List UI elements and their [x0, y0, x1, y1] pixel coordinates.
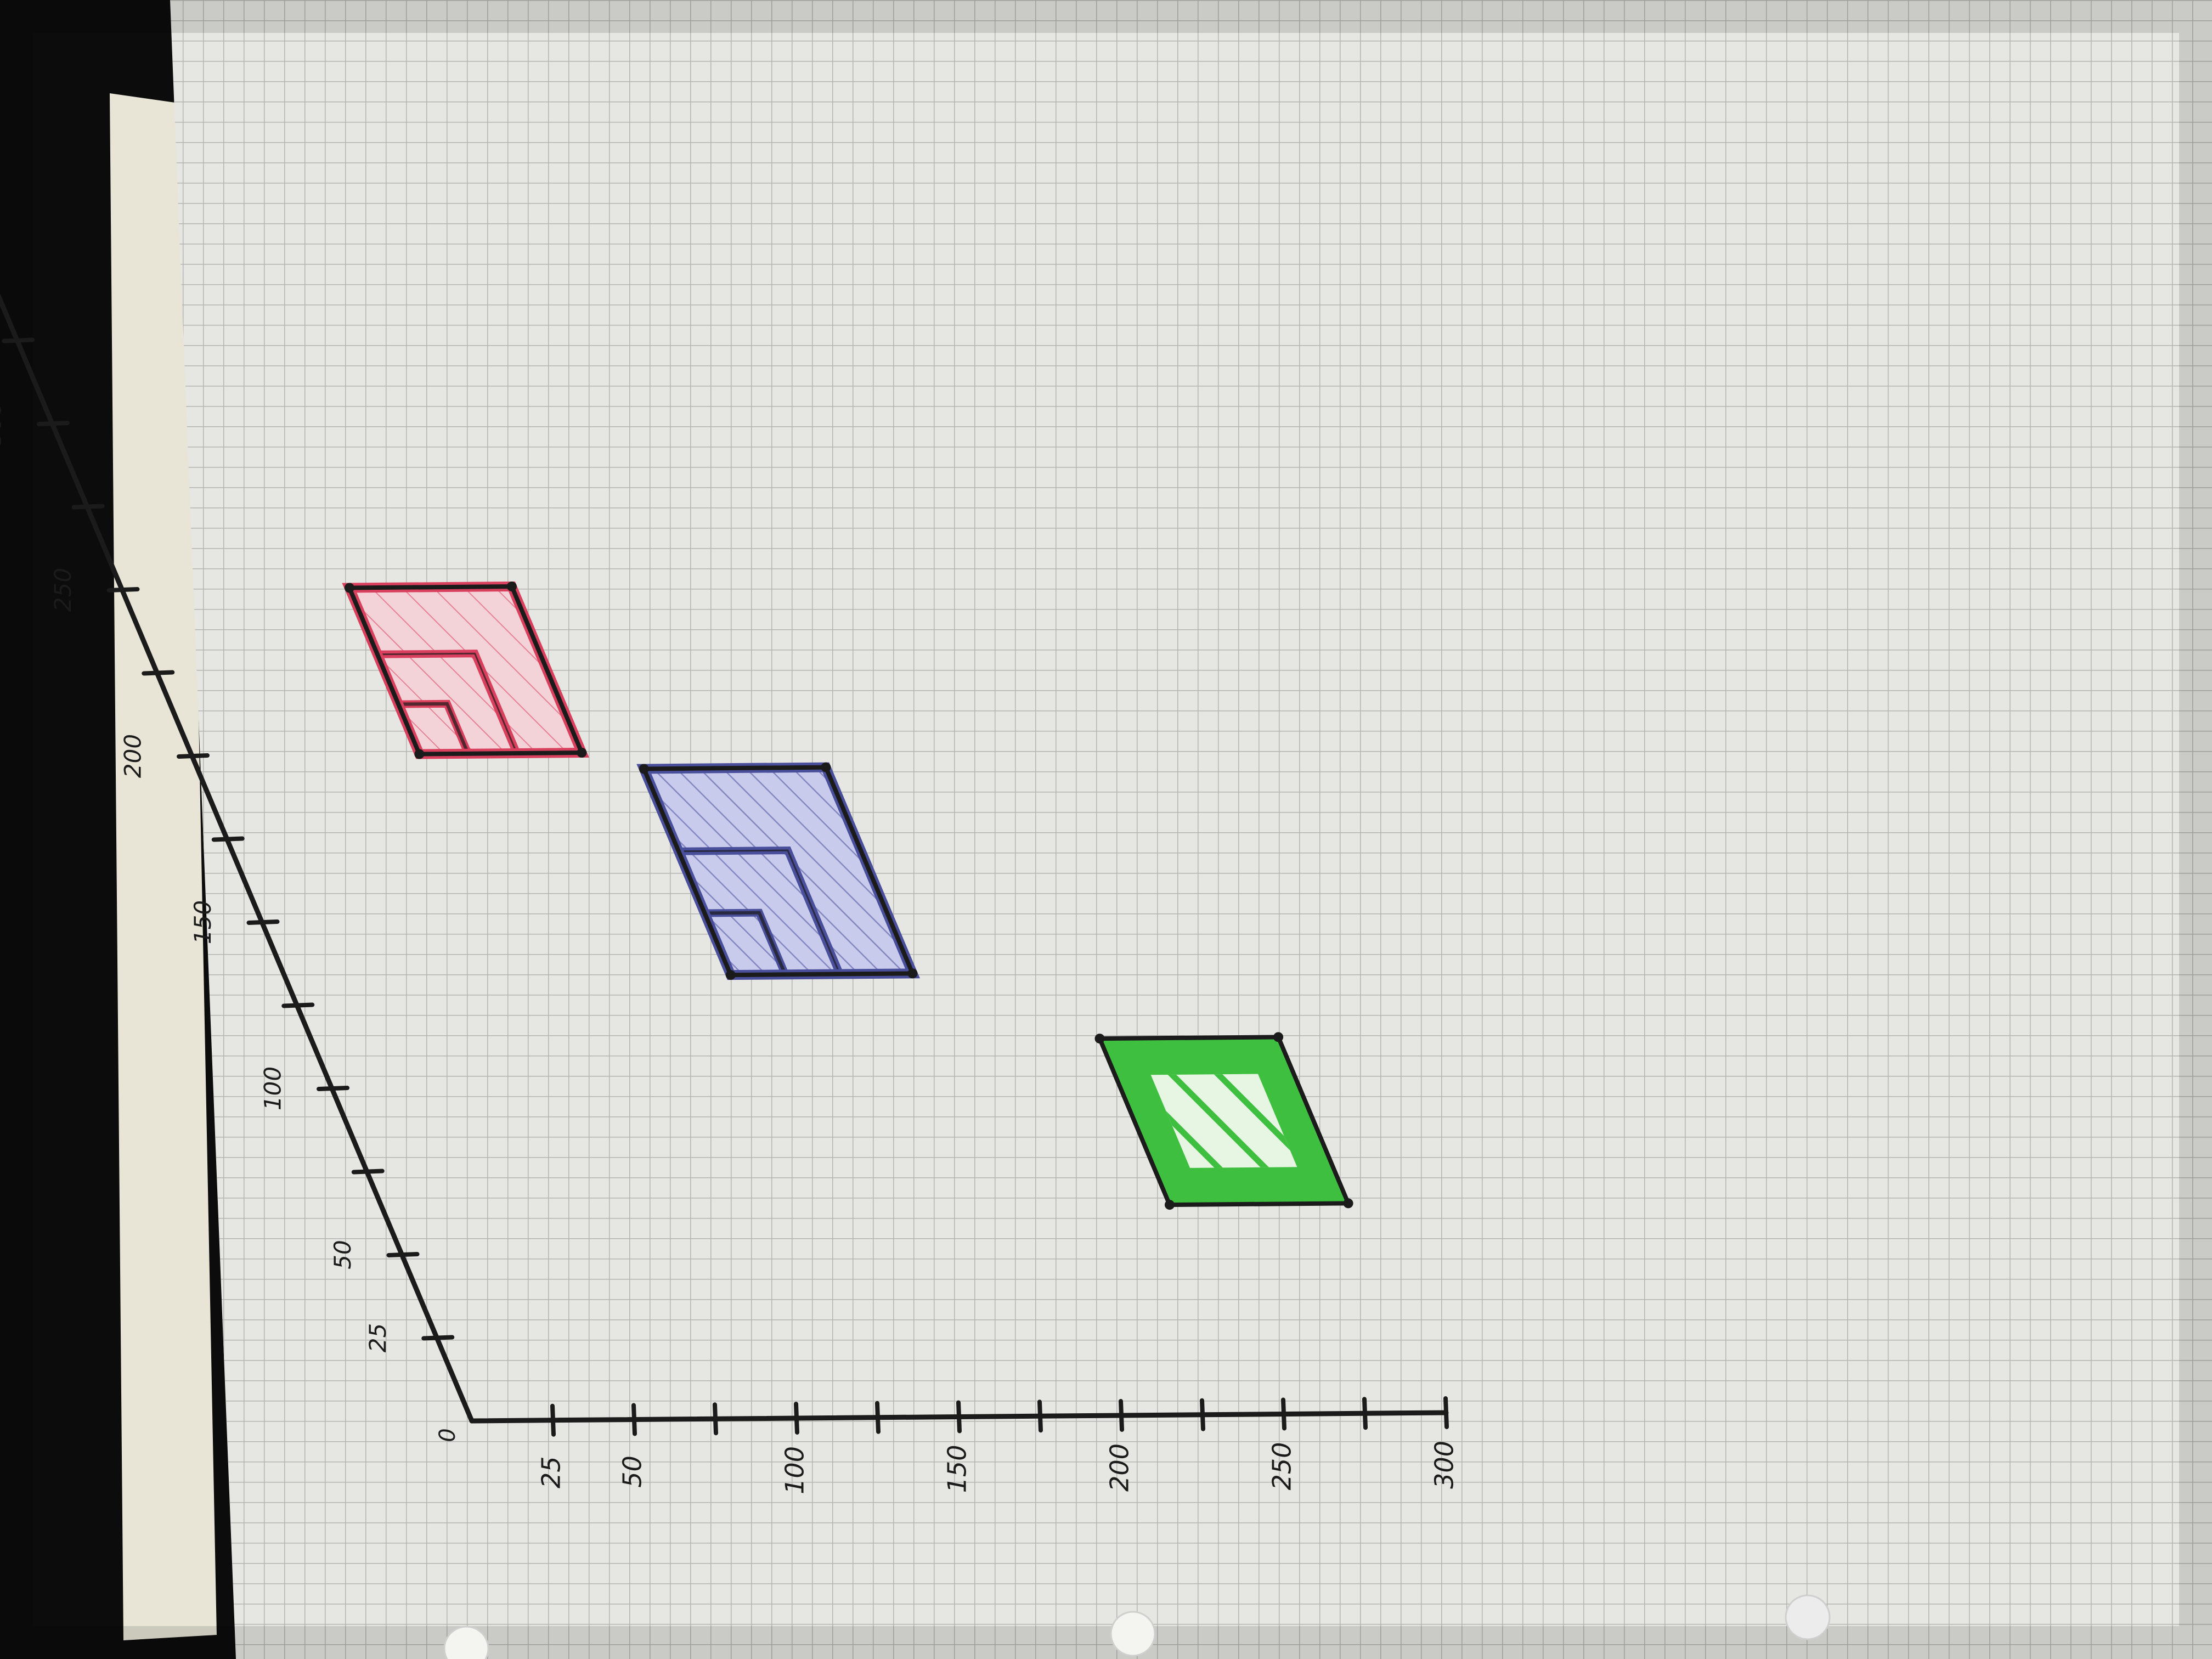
horizontal-axis-tick — [1443, 1396, 1449, 1429]
vertical-axis-tick — [317, 1086, 349, 1091]
horizontal-axis-tick — [550, 1403, 556, 1437]
red-square-hatch — [349, 586, 582, 754]
green-square-corner — [1164, 1200, 1175, 1210]
vertical-axis-tick — [2, 337, 35, 343]
red-square-corner — [506, 582, 517, 591]
horizontal-axis-label: 200 — [1105, 1443, 1135, 1492]
horizontal-axis-tick — [631, 1403, 637, 1436]
axis-labels: 2550100150200250300350375255010015020025… — [0, 402, 1459, 1494]
horizontal-axis-label: 100 — [780, 1446, 810, 1494]
horizontal-axis-tick — [1119, 1399, 1124, 1432]
vertical-axis-tick — [106, 587, 140, 592]
vertical-axis-tick — [37, 421, 70, 426]
horizontal-axis-tick — [956, 1400, 962, 1434]
horizontal-axis-tick — [1362, 1397, 1368, 1430]
red-square-corner — [344, 583, 354, 593]
horizontal-axis-tick — [1281, 1397, 1286, 1431]
punch-hole — [1785, 1594, 1831, 1640]
horizontal-axis-tick — [794, 1402, 799, 1435]
vertical-axis-label: 25 — [364, 1323, 391, 1352]
origin-label: 0 — [435, 1428, 460, 1442]
squares — [342, 581, 1353, 1210]
horizontal-axis-tick — [713, 1402, 718, 1436]
vertical-axis-label: 100 — [259, 1066, 286, 1110]
vertical-axis-label: 250 — [49, 568, 76, 612]
green-square-corner — [1343, 1198, 1353, 1209]
blue-square-corner — [821, 762, 831, 772]
blue-square-corner — [639, 764, 649, 774]
horizontal-axis-label: 25 — [537, 1456, 566, 1488]
vertical-axis-tick — [177, 753, 210, 759]
vertical-axis-tick — [386, 1252, 420, 1257]
green-square-corner — [1094, 1034, 1105, 1044]
horizontal-axis-label: 250 — [1267, 1442, 1297, 1491]
red-square — [342, 581, 589, 759]
vertical-axis-label: 150 — [189, 900, 216, 944]
horizontal-axis-label: 50 — [618, 1455, 647, 1488]
green-square-corner — [1273, 1032, 1284, 1042]
green-square — [1094, 1032, 1353, 1210]
horizontal-axis-label: 150 — [943, 1445, 972, 1493]
horizontal-axis-tick — [1200, 1398, 1205, 1431]
vertical-axis-tick — [142, 670, 175, 676]
vertical-axis-tick — [246, 919, 280, 925]
red-square-corner — [577, 748, 587, 758]
vertical-axis — [0, 293, 475, 1424]
horizontal-axis-tick — [875, 1401, 881, 1434]
red-square-corner — [414, 749, 425, 759]
punch-hole — [1110, 1611, 1156, 1657]
green-square-hatch — [1150, 1074, 1297, 1168]
vertical-axis-label: 300 — [0, 402, 7, 445]
axes — [0, 293, 1449, 1437]
vertical-axis-tick — [71, 504, 105, 510]
vertical-axis-label: 50 — [329, 1240, 356, 1269]
blue-square-corner — [907, 968, 918, 979]
horizontal-axis-label: 300 — [1430, 1441, 1459, 1489]
vertical-axis-label: 200 — [120, 734, 146, 778]
vertical-axis-tick — [281, 1002, 315, 1008]
blue-square — [636, 762, 920, 980]
vertical-axis-tick — [351, 1169, 385, 1175]
graph-paper-grid — [170, 0, 2212, 1659]
vertical-axis-tick — [421, 1335, 455, 1341]
horizontal-axis-tick — [1037, 1400, 1043, 1433]
vertical-axis-tick — [211, 836, 245, 842]
blue-square-corner — [725, 970, 736, 980]
punch-hole — [443, 1626, 489, 1659]
